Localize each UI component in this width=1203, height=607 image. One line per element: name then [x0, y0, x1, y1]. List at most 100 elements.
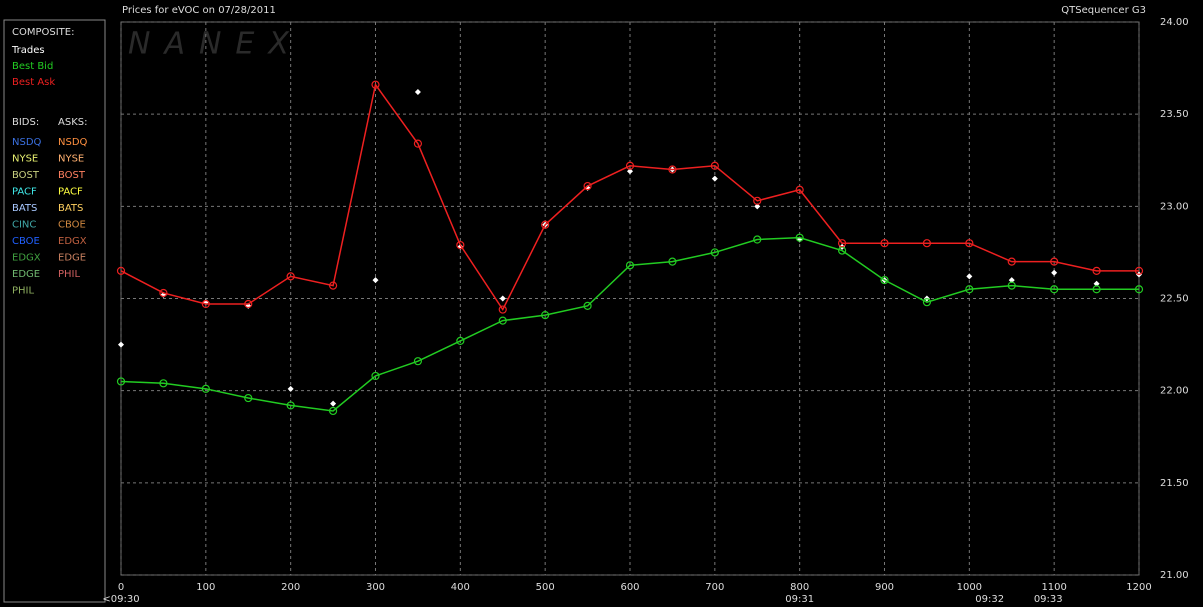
trade-point	[372, 277, 379, 284]
quote-marker	[710, 248, 719, 257]
quote-marker	[456, 240, 465, 250]
quote-marker	[625, 261, 635, 270]
quote-marker	[922, 298, 932, 307]
quote-marker	[880, 239, 889, 248]
quote-marker	[753, 235, 762, 244]
y-tick-label: 23.00	[1160, 201, 1189, 212]
ask-legend-entry: EDGE	[58, 253, 86, 264]
trade-point	[414, 89, 421, 96]
ask-legend-entry: PHIL	[58, 269, 80, 280]
ask-legend-entry: BATS	[58, 203, 83, 214]
quote-marker	[116, 266, 126, 275]
trade-point	[118, 341, 124, 348]
legend-entry: Best Bid	[12, 61, 53, 72]
time-label: 09:31	[785, 594, 814, 605]
x-tick-label: 0	[118, 582, 124, 593]
trade-point	[1093, 280, 1100, 287]
bid-legend-entry: EDGE	[12, 269, 40, 280]
x-tick-label: 600	[620, 582, 639, 593]
chart-title: Prices for eVOC on 07/28/2011	[122, 5, 276, 16]
x-tick-label: 1200	[1126, 582, 1151, 593]
x-tick-label: 900	[875, 582, 894, 593]
quote-marker	[286, 401, 295, 410]
bid-legend-entry: CINC	[12, 220, 36, 231]
quote-marker	[625, 161, 635, 170]
legend-entry: Trades	[11, 45, 45, 56]
quote-marker	[710, 161, 719, 170]
quote-marker	[965, 239, 974, 248]
trade-point	[754, 203, 761, 210]
quote-marker	[753, 196, 762, 205]
quote-marker	[159, 379, 168, 388]
trade-point	[1051, 269, 1058, 276]
x-tick-label: 1000	[957, 582, 982, 593]
x-tick-label: 400	[451, 582, 470, 593]
quote-marker	[201, 299, 210, 309]
quote-marker	[371, 371, 380, 381]
trade-point	[287, 385, 294, 392]
ask-legend-entry: NYSE	[58, 154, 84, 165]
quote-marker	[583, 181, 592, 191]
quote-marker	[1007, 281, 1016, 290]
bid-legend-entry: EDGX	[12, 253, 41, 264]
time-label: 09:33	[1034, 594, 1063, 605]
y-tick-label: 23.50	[1160, 109, 1189, 120]
quote-marker	[922, 239, 932, 248]
quote-marker	[201, 384, 210, 393]
quote-marker	[1007, 257, 1016, 266]
bid-legend-entry: PHIL	[12, 286, 34, 297]
x-tick-label: 200	[281, 582, 300, 593]
quote-marker	[244, 299, 253, 309]
bid-legend-entry: NYSE	[12, 154, 38, 165]
time-label: <09:30	[102, 594, 139, 605]
quote-marker	[1050, 285, 1059, 294]
series-line	[120, 82, 1139, 312]
quote-marker	[498, 316, 507, 325]
quote-marker	[880, 275, 889, 285]
quote-marker	[286, 272, 295, 281]
trade-point	[711, 175, 718, 182]
quote-marker	[328, 281, 338, 290]
quote-marker	[413, 139, 423, 148]
bid-legend-entry: BATS	[12, 203, 37, 214]
quote-marker	[668, 257, 677, 266]
trade-point	[627, 168, 633, 175]
legend-title: COMPOSITE:	[12, 27, 74, 38]
trade-point	[330, 400, 337, 407]
watermark: NANEX	[128, 27, 303, 62]
quote-marker	[541, 310, 550, 320]
x-tick-label: 1100	[1041, 582, 1066, 593]
quote-marker	[498, 305, 507, 314]
y-tick-label: 22.50	[1160, 294, 1189, 305]
quote-marker	[159, 288, 168, 298]
y-tick-label: 21.50	[1160, 478, 1189, 489]
ask-legend-entry: NSDQ	[58, 137, 88, 148]
legend-panel	[3, 19, 106, 603]
quote-marker	[668, 165, 677, 174]
quote-marker	[413, 357, 423, 366]
asks-title: ASKS:	[58, 117, 87, 128]
y-tick-label: 24.00	[1160, 17, 1189, 28]
quote-marker	[837, 239, 847, 248]
trade-point	[499, 295, 506, 302]
quote-marker	[1092, 266, 1101, 275]
quote-marker	[328, 406, 338, 416]
quote-marker	[1050, 257, 1059, 266]
x-tick-label: 700	[705, 582, 724, 593]
chart-subtitle: QTSequencer G3	[1061, 5, 1146, 16]
ask-legend-entry: CBOE	[58, 220, 86, 231]
bid-legend-entry: CBOE	[12, 236, 40, 247]
quote-marker	[1092, 285, 1101, 294]
trade-point	[1008, 277, 1015, 284]
x-tick-label: 300	[366, 582, 385, 593]
quote-marker	[116, 377, 126, 386]
legend-entry: Best Ask	[12, 77, 55, 88]
ask-legend-entry: EDGX	[58, 236, 87, 247]
quote-marker	[456, 336, 465, 345]
quote-marker	[795, 233, 804, 242]
x-tick-label: 500	[536, 582, 555, 593]
quote-marker	[541, 220, 550, 229]
